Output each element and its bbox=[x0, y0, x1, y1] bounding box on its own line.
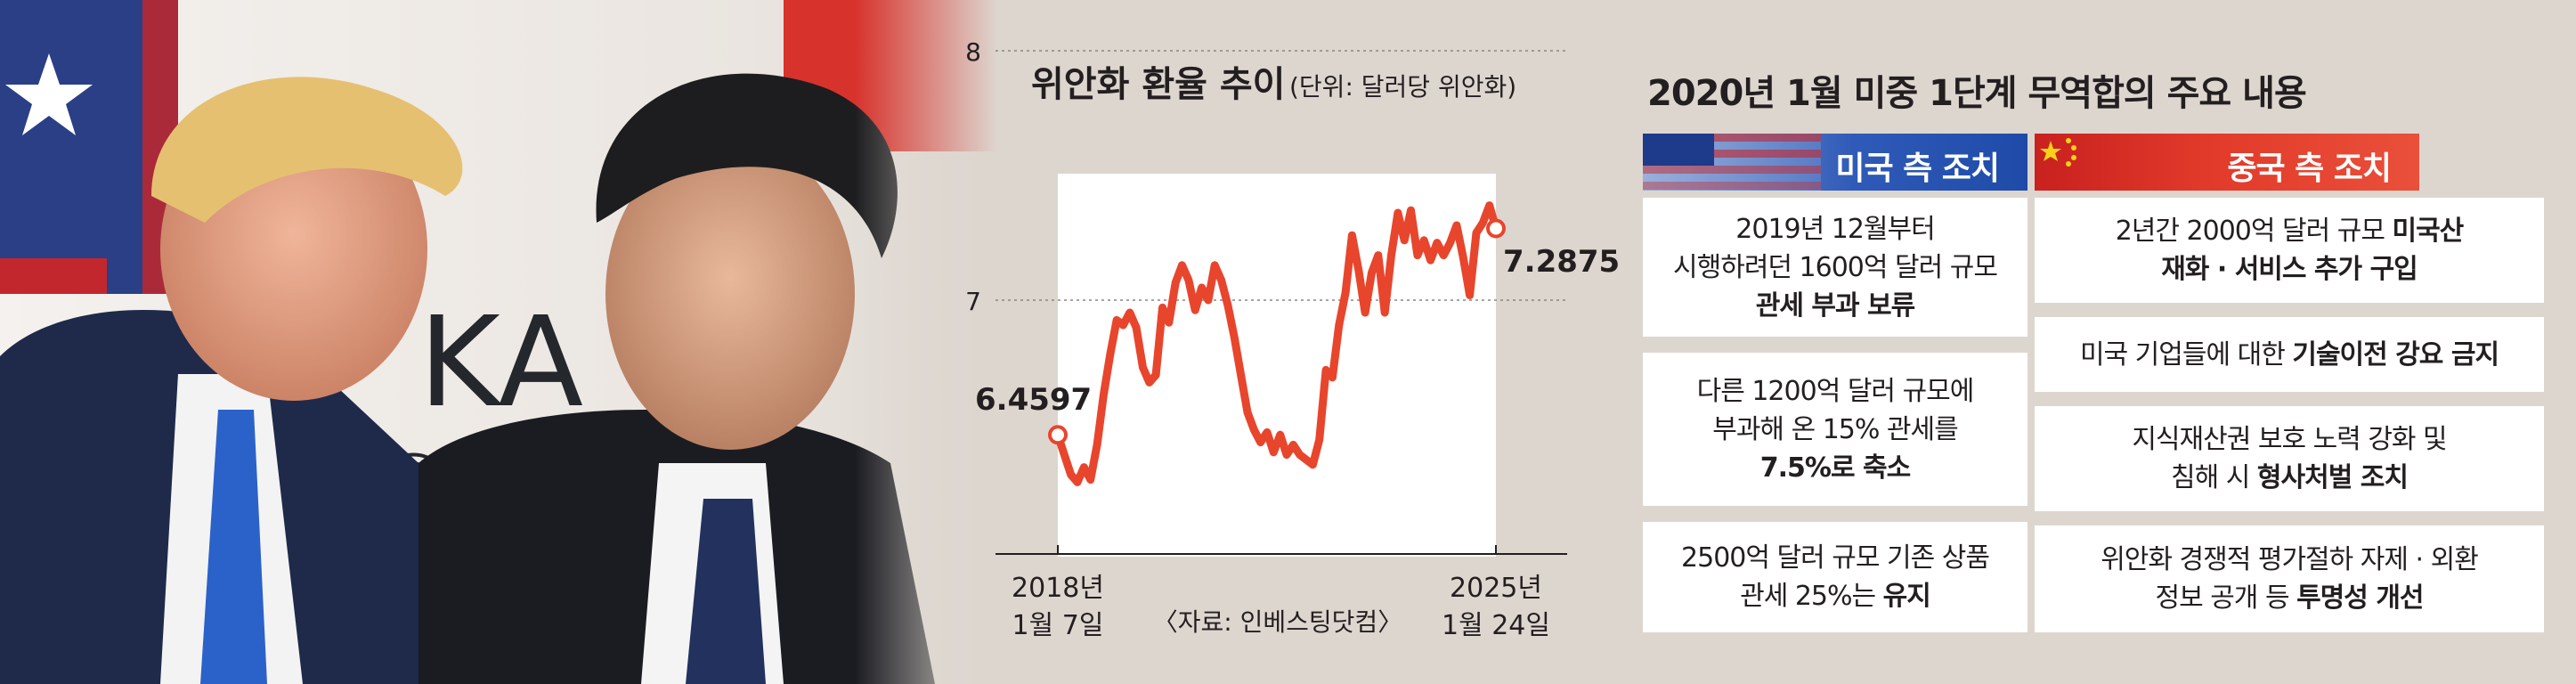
x-end-label-date: 1월 24일 bbox=[1442, 610, 1550, 641]
cn-measure-3-emphasis: 형사처벌 조치 bbox=[2256, 462, 2409, 493]
leaders-photo-illustration: KA 2019 bbox=[0, 0, 997, 684]
cn-measure-3-line-1: 지식재산권 보호 노력 강화 및 bbox=[2132, 424, 2447, 455]
china-flag-icon bbox=[2040, 138, 2076, 167]
cn-measure-1-emphasis-a: 미국산 bbox=[2392, 216, 2464, 247]
cn-measure-4-emphasis: 투명성 개선 bbox=[2296, 582, 2424, 614]
trade-deal-summary: 2020년 1월 미중 1단계 무역합의 주요 내용 미국 측 조치 중국 측 … bbox=[1621, 0, 2576, 684]
right-person bbox=[418, 73, 935, 684]
cn-measures-header: 중국 측 조치 bbox=[2035, 134, 2419, 191]
cn-measure-card-2: 미국 기업들에 대한 기술이전 강요 금지 bbox=[2035, 317, 2544, 392]
us-measure-card-1: 2019년 12월부터 시행하려던 1600억 달러 규모 관세 부과 보류 bbox=[1643, 198, 2027, 337]
chart-unit-note: (단위: 달러당 위안화) bbox=[1289, 72, 1516, 102]
us-flag-graphic bbox=[0, 0, 178, 294]
us-measures-label: 미국 측 조치 bbox=[1835, 151, 2000, 187]
chart-source: 〈자료: 인베스팅닷컴〉 bbox=[1153, 607, 1402, 637]
us-measure-3-emphasis: 유지 bbox=[1882, 581, 1931, 612]
chart-title: 위안화 환율 추이 bbox=[1031, 64, 1285, 105]
us-measure-1-line-2: 시행하려던 1600억 달러 규모 bbox=[1673, 251, 1998, 283]
us-measure-3-line-2: 관세 25%는 bbox=[1740, 581, 1883, 612]
summary-title: 2020년 1월 미중 1단계 무역합의 주요 내용 bbox=[1647, 73, 2307, 114]
end-value-label: 7.2875 bbox=[1503, 244, 1620, 280]
cn-measure-2-emphasis: 기술이전 강요 금지 bbox=[2292, 338, 2499, 370]
y-tick-label-7: 7 bbox=[965, 287, 981, 316]
us-measure-card-3: 2500억 달러 규모 기존 상품 관세 25%는 유지 bbox=[1643, 522, 2027, 632]
us-measures-header: 미국 측 조치 bbox=[1643, 134, 2027, 191]
left-person bbox=[0, 77, 463, 684]
x-start-label-year: 2018년 bbox=[1012, 573, 1104, 604]
cn-measure-1-line-1: 2년간 2000억 달러 규모 bbox=[2115, 216, 2393, 247]
yuan-exchange-rate-chart: 8 7 위안화 환율 추이 (단위: 달러당 위안화) 6.4597 7.287… bbox=[944, 0, 1621, 684]
us-measure-2-line-2: 부과해 온 15% 관세를 bbox=[1712, 413, 1958, 445]
us-measure-2-emphasis: 7.5%로 축소 bbox=[1759, 452, 1911, 484]
us-flag-icon bbox=[1643, 134, 1821, 191]
y-tick-label-8: 8 bbox=[965, 37, 981, 67]
us-measure-3-line-1: 2500억 달러 규모 기존 상품 bbox=[1681, 542, 1990, 574]
cn-measure-2-text: 미국 기업들에 대한 bbox=[2079, 338, 2293, 370]
us-measure-2-line-1: 다른 1200억 달러 규모에 bbox=[1696, 375, 1975, 407]
cn-measure-4-line-1: 위안화 경쟁적 평가절하 자제 · 외환 bbox=[2101, 544, 2479, 575]
start-point-marker bbox=[1048, 425, 1068, 445]
end-point-marker bbox=[1486, 218, 1506, 239]
x-start-label-date: 1월 7일 bbox=[1012, 610, 1104, 641]
leaders-photo: KA 2019 bbox=[0, 0, 997, 684]
cn-measure-card-1: 2년간 2000억 달러 규모 미국산 재화 · 서비스 추가 구입 bbox=[2035, 198, 2544, 303]
plot-area bbox=[1058, 174, 1496, 557]
backdrop-letters: KA bbox=[418, 290, 583, 436]
start-value-label: 6.4597 bbox=[975, 382, 1092, 418]
exchange-rate-line bbox=[1053, 201, 1500, 486]
us-measure-1-emphasis: 관세 부과 보류 bbox=[1755, 289, 1915, 322]
cn-measure-3-line-2: 침해 시 bbox=[2171, 462, 2257, 493]
cn-measure-card-3: 지식재산권 보호 노력 강화 및 침해 시 형사처벌 조치 bbox=[2035, 406, 2544, 511]
chart-svg: 8 7 위안화 환율 추이 (단위: 달러당 위안화) 6.4597 7.287… bbox=[965, 37, 1620, 641]
cn-measure-card-4: 위안화 경쟁적 평가절하 자제 · 외환 정보 공개 등 투명성 개선 bbox=[2035, 525, 2544, 632]
cn-measure-4-line-2: 정보 공개 등 bbox=[2155, 582, 2297, 614]
us-measure-1-line-1: 2019년 12월부터 bbox=[1735, 213, 1935, 245]
us-measure-card-2: 다른 1200억 달러 규모에 부과해 온 15% 관세를 7.5%로 축소 bbox=[1643, 353, 2027, 506]
cn-measure-1-emphasis-b: 재화 · 서비스 추가 구입 bbox=[2161, 254, 2418, 285]
x-end-label-year: 2025년 bbox=[1450, 573, 1542, 604]
cn-measures-label: 중국 측 조치 bbox=[2227, 151, 2392, 187]
